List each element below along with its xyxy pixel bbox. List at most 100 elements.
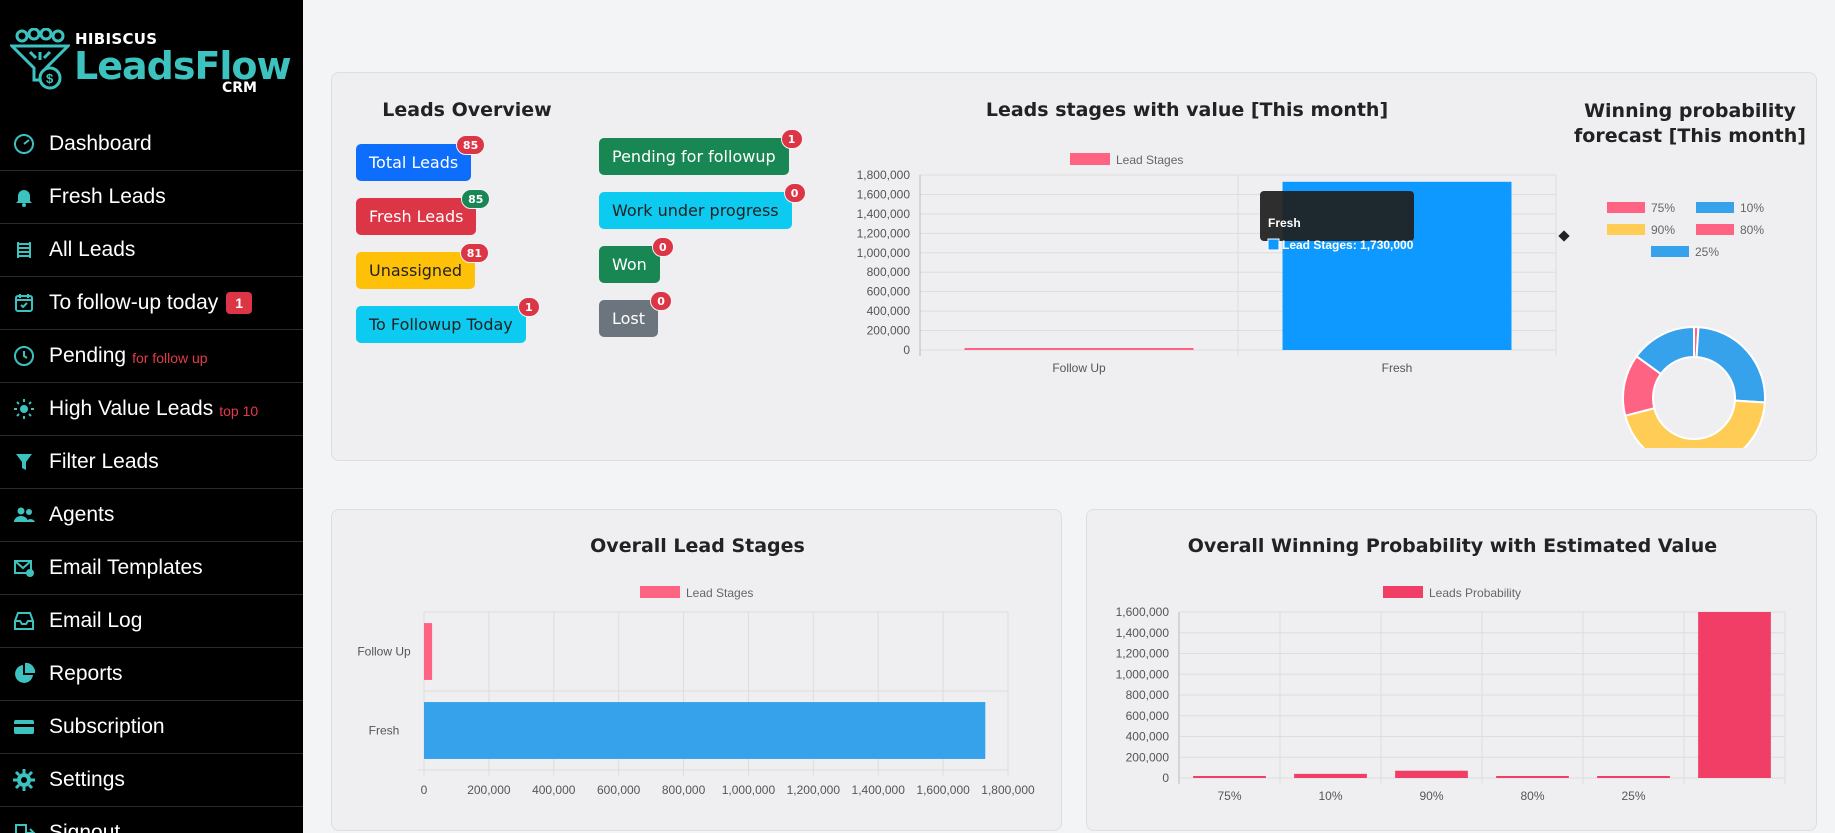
pill-count-badge: 1 bbox=[517, 297, 540, 317]
y-tick-label: 400,000 bbox=[1126, 730, 1170, 744]
legend-item[interactable]: 25% bbox=[1651, 245, 1719, 259]
pill-count-badge: 1 bbox=[780, 129, 803, 149]
y-tick-label: 1,800,000 bbox=[857, 168, 911, 182]
y-tick-label: 0 bbox=[1162, 771, 1169, 785]
overview-pill-unassigned[interactable]: Unassigned 81 bbox=[356, 243, 490, 289]
card-icon bbox=[14, 720, 34, 734]
sidebar-item-fresh-leads[interactable]: Fresh Leads bbox=[0, 171, 303, 224]
inbox-icon bbox=[14, 612, 34, 630]
bar-follow-up[interactable] bbox=[424, 623, 433, 680]
legend-label: 75% bbox=[1651, 201, 1675, 215]
pill-label: To Followup Today bbox=[369, 315, 513, 334]
sidebar-item-label: High Value Leads bbox=[49, 397, 214, 420]
x-tick-label: 1,400,000 bbox=[852, 783, 906, 797]
y-tick-label: 1,200,000 bbox=[1116, 647, 1170, 661]
sidebar-item-label: Email Templates bbox=[49, 556, 203, 579]
brand-logo[interactable]: $ HIBISCUS LeadsFlow CRM bbox=[10, 28, 300, 98]
legend-item[interactable]: 10% bbox=[1696, 201, 1764, 215]
users-icon bbox=[14, 507, 35, 522]
bar-25%[interactable] bbox=[1597, 776, 1670, 778]
bar-fresh[interactable] bbox=[424, 702, 986, 759]
sidebar-item-agents[interactable]: Agents bbox=[0, 489, 303, 542]
pill-count-badge: 0 bbox=[651, 237, 674, 257]
overview-card: Leads Overview Total Leads 85 Fresh Leads 8… bbox=[331, 72, 1817, 461]
sidebar-item-email-log[interactable]: Email Log bbox=[0, 595, 303, 648]
chart-legend[interactable]: Lead Stages bbox=[640, 586, 753, 600]
legend-label: 25% bbox=[1695, 245, 1719, 259]
sidebar-item-filter-leads[interactable]: Filter Leads bbox=[0, 436, 303, 489]
x-tick-label: 90% bbox=[1419, 789, 1443, 803]
x-tick-label: 25% bbox=[1621, 789, 1645, 803]
x-tick-label: 600,000 bbox=[597, 783, 641, 797]
y-tick-label: 200,000 bbox=[867, 324, 911, 338]
sidebar-item-label: Dashboard bbox=[49, 132, 152, 155]
overview-pill-fresh-leads[interactable]: Fresh Leads 85 bbox=[356, 189, 491, 235]
legend-label: 10% bbox=[1740, 201, 1764, 215]
brand-top: HIBISCUS bbox=[75, 30, 158, 48]
sidebar-item-pending[interactable]: Pending for follow up bbox=[0, 330, 303, 383]
bar-10%[interactable] bbox=[1294, 773, 1367, 778]
y-tick-label: 600,000 bbox=[867, 285, 911, 299]
leads-overview-title: Leads Overview bbox=[382, 99, 552, 121]
legend-item[interactable]: 75% bbox=[1607, 201, 1675, 215]
overview-pill-pending-for-followup[interactable]: Pending for followup 1 bbox=[599, 129, 803, 175]
sidebar-item-all-leads[interactable]: All Leads bbox=[0, 224, 303, 277]
signout-icon bbox=[15, 824, 36, 833]
bar-80%[interactable] bbox=[1496, 776, 1569, 778]
sidebar-item-label: Email Log bbox=[49, 609, 143, 632]
legend-item[interactable]: 90% bbox=[1607, 223, 1675, 237]
chart-legend[interactable]: Lead Stages bbox=[1070, 153, 1183, 167]
pill-label: Work under progress bbox=[612, 201, 779, 220]
y-tick-label: 200,000 bbox=[1126, 750, 1170, 764]
overall-probability-card: Overall Winning Probability with Estimat… bbox=[1086, 509, 1817, 831]
sidebar-item-to-follow-up-today[interactable]: To follow-up today 1 bbox=[0, 277, 303, 330]
sidebar-item-tag: top 10 bbox=[219, 403, 259, 419]
sidebar-item-high-value-leads[interactable]: High Value Leads top 10 bbox=[0, 383, 303, 436]
pill-label: Unassigned bbox=[369, 261, 463, 280]
donut-slice[interactable] bbox=[1624, 399, 1766, 448]
sidebar-item-label: Subscription bbox=[49, 715, 165, 738]
sidebar-item-reports[interactable]: Reports bbox=[0, 648, 303, 701]
calendar-icon bbox=[15, 294, 33, 312]
sidebar-item-subscription[interactable]: Subscription bbox=[0, 701, 303, 754]
overall-stages-card: Overall Lead Stages Lead Stages 0 200,000 4… bbox=[331, 509, 1062, 831]
x-tick-label: 10% bbox=[1318, 789, 1342, 803]
envelope-gear-icon bbox=[14, 560, 34, 577]
sidebar-item-label: Fresh Leads bbox=[49, 185, 166, 208]
chart-tooltip: Fresh Lead Stages: 1,730,000 bbox=[1260, 191, 1570, 252]
y-tick-label: 400,000 bbox=[867, 304, 911, 318]
overview-pill-won[interactable]: Won 0 bbox=[599, 237, 674, 283]
overview-pill-lost[interactable]: Lost 0 bbox=[599, 291, 673, 337]
bar-extra[interactable] bbox=[1698, 612, 1771, 778]
sidebar-item-count: 1 bbox=[226, 292, 253, 314]
y-tick-label: Fresh bbox=[369, 724, 400, 738]
sidebar-item-dashboard[interactable]: Dashboard bbox=[0, 118, 303, 171]
y-tick-label: 1,400,000 bbox=[1116, 626, 1170, 640]
sidebar-item-email-templates[interactable]: Email Templates bbox=[0, 542, 303, 595]
y-tick-label: 800,000 bbox=[1126, 688, 1170, 702]
x-tick-label: 400,000 bbox=[532, 783, 576, 797]
sidebar-item-label: Filter Leads bbox=[49, 450, 159, 473]
donut-slice[interactable] bbox=[1695, 326, 1766, 404]
funnel-logo-icon: $ bbox=[10, 28, 70, 90]
legend-item[interactable]: 80% bbox=[1696, 223, 1764, 237]
y-tick-label: 1,200,000 bbox=[857, 226, 911, 240]
stages-chart-title: Leads stages with value [This month] bbox=[985, 99, 1389, 121]
bar-75%[interactable] bbox=[1193, 776, 1266, 778]
sidebar-item-settings[interactable]: Settings bbox=[0, 754, 303, 807]
bar-follow-up[interactable] bbox=[964, 348, 1194, 350]
sidebar-item-signout[interactable]: Signout bbox=[0, 807, 303, 833]
y-tick-label: 600,000 bbox=[1126, 709, 1170, 723]
overview-pill-to-followup-today[interactable]: To Followup Today 1 bbox=[356, 297, 540, 343]
chart-legend[interactable]: Leads Probability bbox=[1383, 586, 1521, 600]
overview-pill-work-under-progress[interactable]: Work under progress 0 bbox=[599, 183, 806, 229]
brand-sub: CRM bbox=[222, 80, 257, 96]
tooltip-text: Lead Stages: 1,730,000 bbox=[1282, 238, 1414, 252]
x-tick-label: 800,000 bbox=[662, 783, 706, 797]
donut-slice[interactable] bbox=[1635, 325, 1695, 376]
overview-pill-total-leads[interactable]: Total Leads 85 bbox=[356, 135, 486, 181]
bar-90%[interactable] bbox=[1395, 770, 1468, 778]
pill-label: Lost bbox=[612, 309, 646, 328]
pill-count-badge: 0 bbox=[650, 291, 673, 311]
sidebar-item-label: Reports bbox=[49, 662, 123, 685]
